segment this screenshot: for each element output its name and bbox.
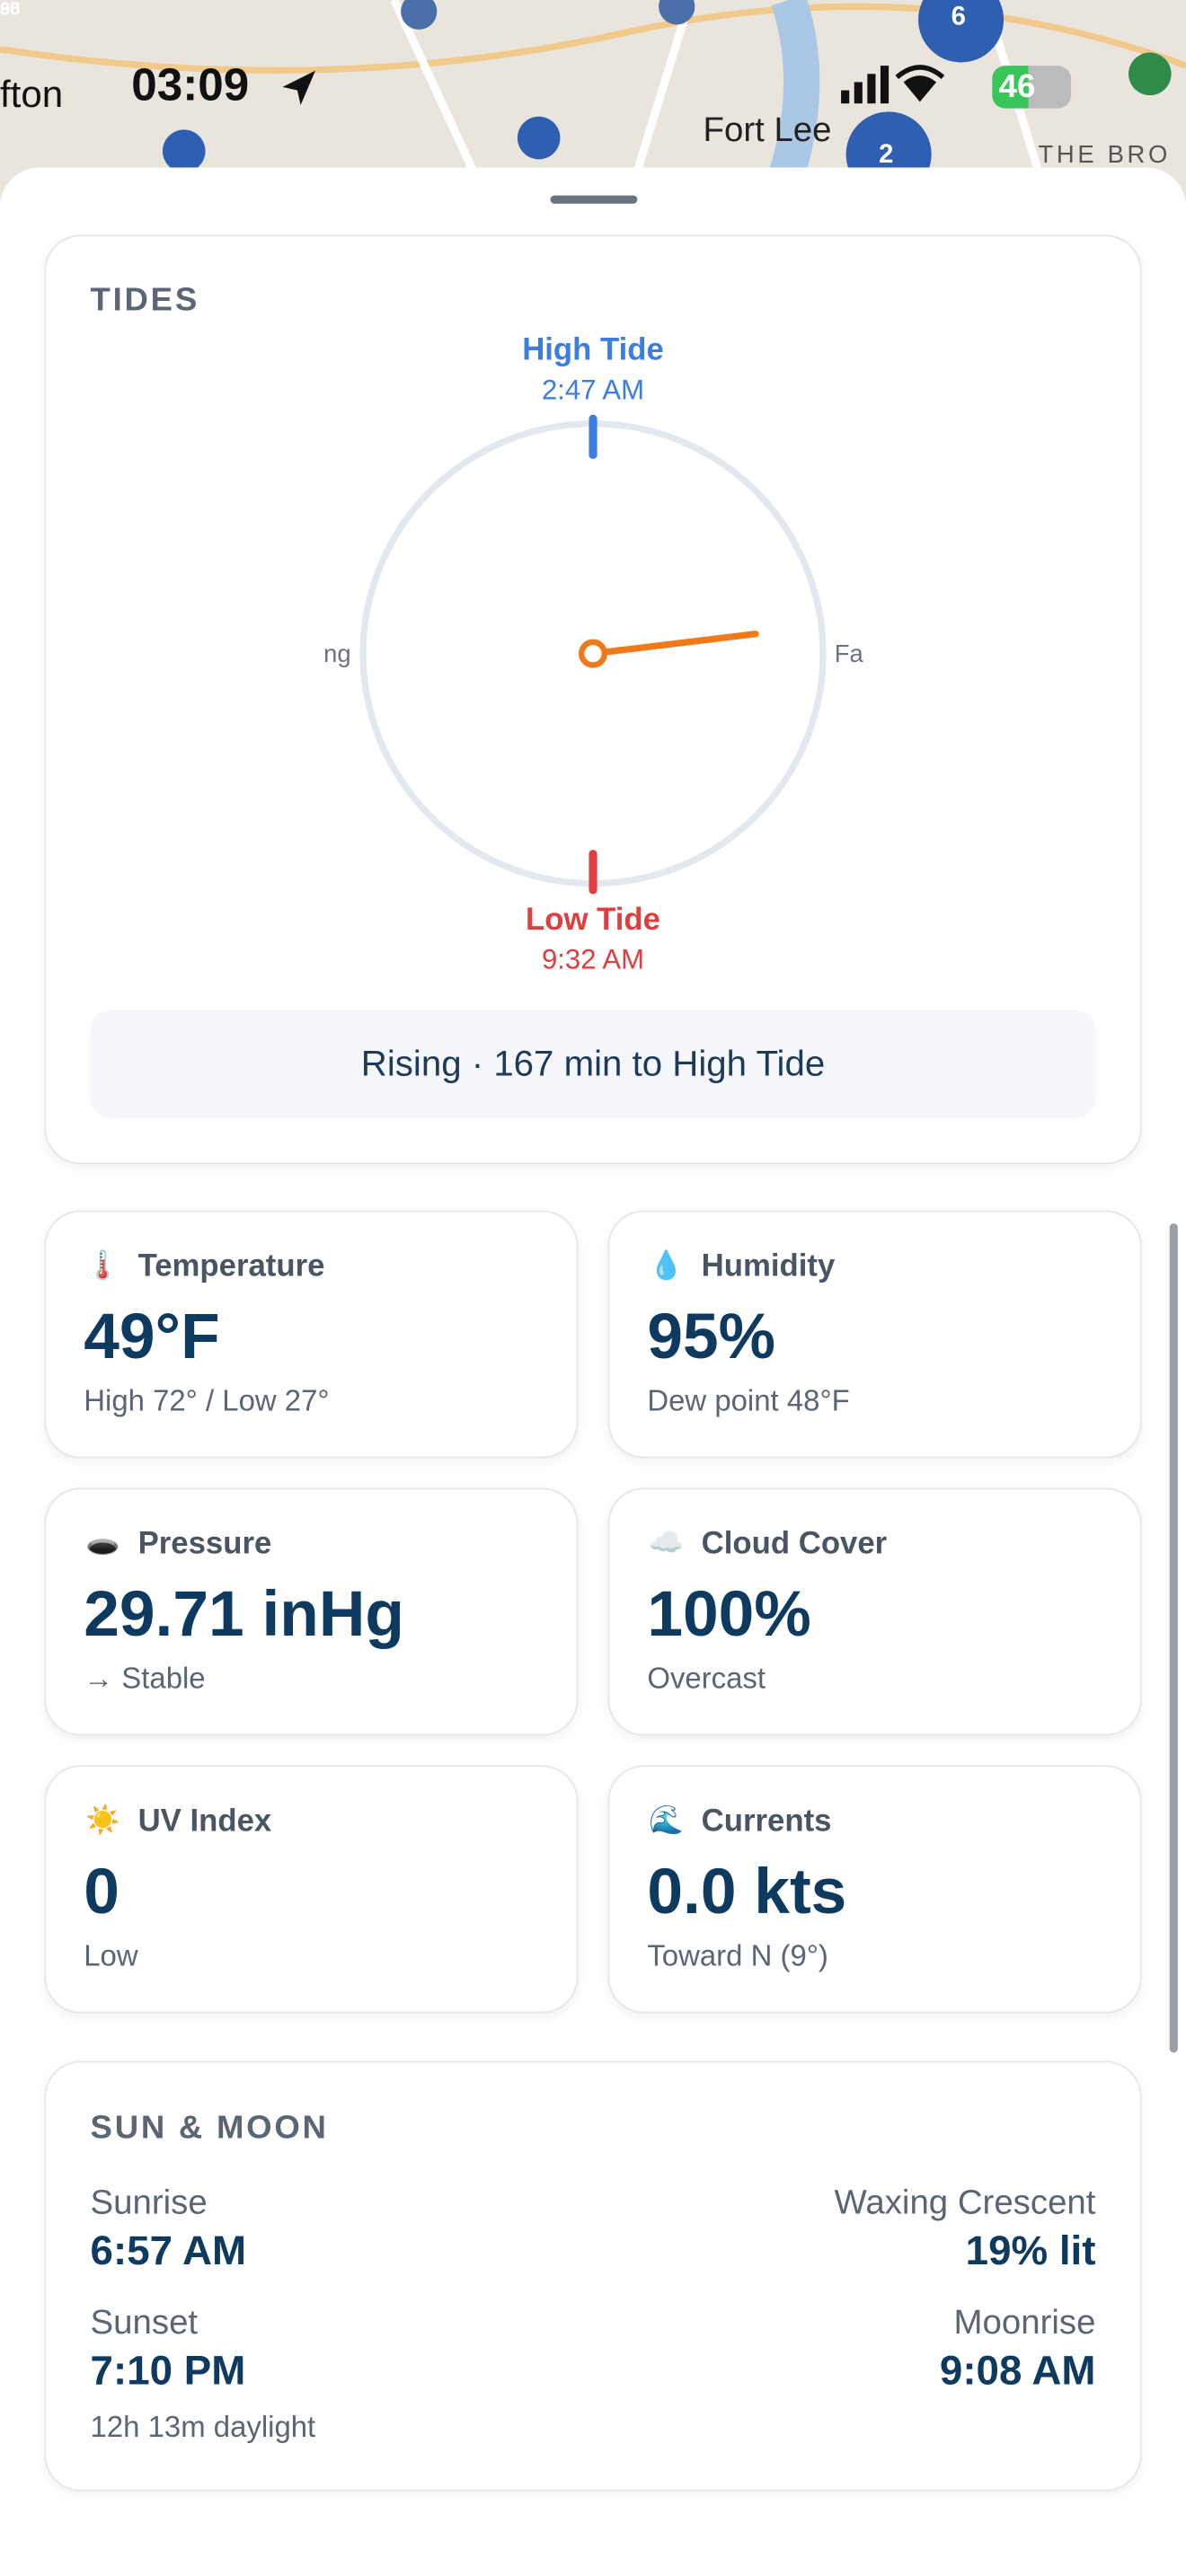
metric-label: UV Index [137,1804,272,1839]
map-label: Fort Lee [703,111,832,150]
metric-card [44,1487,579,1736]
metric-icon: 🕳️ [85,1527,120,1559]
metric-card [44,1210,579,1459]
high-tide-time: 2:47 AM [541,374,645,406]
metric-detail: → Stable [84,1662,206,1695]
moonrise-label: Moonrise [953,2304,1096,2342]
metric-label: Temperature [137,1249,325,1284]
battery-level: 46 [998,68,1036,106]
battery: 46 [992,66,1072,109]
tide-status: Rising · 167 min to High Tide [90,1010,1096,1119]
metric-detail: Overcast [647,1662,766,1695]
metric-value: 0 [84,1857,119,1928]
status-time: 03:09 [131,58,250,110]
metric-label: Currents [701,1804,832,1839]
metric-value: 0.0 kts [647,1857,847,1928]
low-tide-time: 9:32 AM [541,944,645,976]
metric-label: Pressure [137,1527,272,1562]
high-tide-label: High Tide [522,333,664,368]
tide-side-label: Fa [834,640,863,669]
section-title: TIDES [90,282,199,319]
metric-card [44,1765,579,2014]
metric-card [607,1765,1142,2014]
sun-moon-card [44,2060,1142,2492]
map-badge: 80 [0,0,21,20]
metric-value: 29.71 inHg [84,1579,404,1651]
map-badge: 95 [0,0,21,20]
sheet-handle[interactable] [550,195,638,204]
metric-icon: 💧 [649,1249,684,1282]
sunrise-time: 6:57 AM [90,2228,247,2275]
metric-card [607,1210,1142,1459]
moon-illumination: 19% lit [965,2228,1096,2275]
metric-icon: ☁️ [649,1527,684,1559]
metric-detail: High 72° / Low 27° [84,1384,330,1417]
section-title: SUN & MOON [90,2110,329,2147]
map-label: THE BRO [1038,141,1172,170]
sunset-label: Sunset [90,2304,199,2342]
metric-label: Humidity [701,1249,836,1284]
metric-value: 95% [647,1301,776,1373]
daylight: 12h 13m daylight [90,2410,316,2444]
metric-value: 49°F [84,1301,220,1373]
moonrise-time: 9:08 AM [939,2348,1096,2395]
sunset-time: 7:10 PM [90,2348,246,2395]
metric-icon: 🌡️ [85,1249,120,1282]
tides-card [44,234,1142,1165]
metric-label: Cloud Cover [701,1527,888,1562]
signal-icons [841,65,945,104]
metric-detail: Low [84,1939,138,1972]
scrollbar [1169,1223,1178,2053]
map-badge: 6 [951,3,966,31]
metric-icon: 🌊 [649,1804,684,1837]
moon-phase: Waxing Crescent [834,2183,1096,2222]
metric-value: 100% [647,1579,811,1651]
sunrise-label: Sunrise [90,2183,208,2222]
location-icon [282,70,316,106]
tide-clock [359,414,827,895]
tide-side-label: ng [323,640,351,669]
status-fragment: fton [0,72,64,115]
metric-card [607,1487,1142,1736]
map-badge: 2 [879,141,894,170]
metric-icon: ☀️ [85,1804,120,1837]
metric-detail: Toward N (9°) [647,1939,828,1972]
metric-detail: Dew point 48°F [647,1384,850,1417]
low-tide-label: Low Tide [526,903,660,938]
